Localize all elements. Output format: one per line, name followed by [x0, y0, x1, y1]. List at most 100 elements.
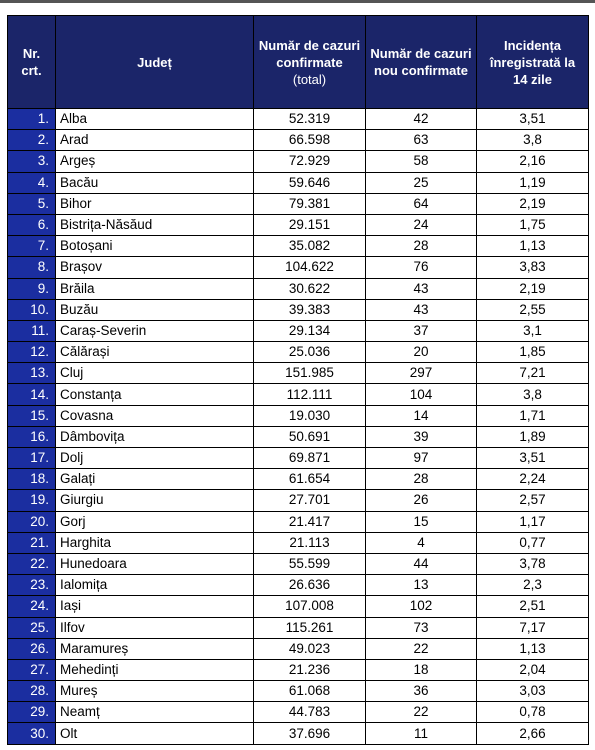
county: Hunedoara [55, 552, 254, 576]
header-row: Nr. crt. Județ Număr de cazuri confirmat… [7, 15, 589, 109]
new-cases: 73 [365, 616, 477, 639]
new-cases: 37 [365, 319, 477, 343]
row-number: 27. [7, 658, 56, 682]
total-cases: 26.636 [253, 574, 366, 597]
incidence: 3,03 [476, 680, 589, 703]
county: Caraș-Severin [55, 319, 254, 343]
incidence: 7,17 [476, 616, 589, 639]
table-body: 1. Alba 52.319 42 3,51 2. Arad 66.598 63 3,8 3. Arg… [7, 107, 589, 745]
new-cases: 28 [365, 468, 477, 491]
total-cases: 39.383 [253, 298, 366, 321]
new-cases: 26 [365, 489, 477, 512]
county: Giurgiu [55, 489, 254, 512]
county: Bihor [55, 192, 254, 215]
incidence: 2,19 [476, 192, 589, 215]
header-cell: Incidența înregistrată la 14 zile [476, 15, 589, 109]
table-row: 17. Dolj 69.871 97 3,51 [7, 446, 589, 470]
incidence: 1,19 [476, 171, 589, 194]
header-text: Incidența înregistrată la 14 zile [489, 37, 576, 87]
incidence: 1,17 [476, 510, 589, 533]
incidence: 1,13 [476, 637, 589, 660]
county: Mureș [55, 680, 254, 703]
new-cases: 28 [365, 235, 477, 258]
incidence: 2,66 [476, 722, 589, 745]
row-number: 8. [7, 256, 56, 279]
row-number: 1. [7, 107, 56, 131]
incidence: 1,85 [476, 341, 589, 364]
total-cases: 21.236 [253, 658, 366, 682]
county: Dâmbovița [55, 425, 254, 449]
table-row: 8. Brașov 104.622 76 3,83 [7, 256, 589, 279]
header-cell: Județ [55, 15, 254, 109]
new-cases: 4 [365, 531, 477, 554]
incidence: 2,55 [476, 298, 589, 321]
total-cases: 104.622 [253, 256, 366, 279]
row-number: 7. [7, 235, 56, 258]
new-cases: 39 [365, 425, 477, 449]
new-cases: 22 [365, 637, 477, 660]
table-row: 5. Bihor 79.381 64 2,19 [7, 192, 589, 215]
incidence: 0,77 [476, 531, 589, 554]
total-cases: 112.111 [253, 383, 366, 406]
total-cases: 115.261 [253, 616, 366, 639]
row-number: 6. [7, 213, 56, 237]
total-cases: 25.036 [253, 341, 366, 364]
incidence: 2,24 [476, 468, 589, 491]
total-cases: 21.417 [253, 510, 366, 533]
total-cases: 151.985 [253, 362, 366, 385]
table-row: 2. Arad 66.598 63 3,8 [7, 129, 589, 152]
new-cases: 24 [365, 213, 477, 237]
row-number: 19. [7, 489, 56, 512]
table-row: 25. Ilfov 115.261 73 7,17 [7, 616, 589, 639]
table-row: 27. Mehedinți 21.236 18 2,04 [7, 658, 589, 682]
county: Cluj [55, 362, 254, 385]
incidence: 3,51 [476, 107, 589, 131]
row-number: 23. [7, 574, 56, 597]
incidence: 2,04 [476, 658, 589, 682]
county: Bistrița-Năsăud [55, 213, 254, 237]
row-number: 25. [7, 616, 56, 639]
row-number: 9. [7, 277, 56, 300]
county: Covasna [55, 404, 254, 427]
header-note: (total) [292, 71, 327, 87]
total-cases: 35.082 [253, 235, 366, 258]
total-cases: 29.134 [253, 319, 366, 343]
table-row: 24. Iași 107.008 102 2,51 [7, 595, 589, 618]
county: Iași [55, 595, 254, 618]
row-number: 17. [7, 446, 56, 470]
new-cases: 13 [365, 574, 477, 597]
county: Galați [55, 468, 254, 491]
incidence: 3,51 [476, 446, 589, 470]
county: Argeș [55, 150, 254, 173]
incidence: 3,8 [476, 383, 589, 406]
county: Brăila [55, 277, 254, 300]
total-cases: 50.691 [253, 425, 366, 449]
header-text: Număr de cazuri confirmate [258, 37, 361, 70]
table-row: 23. Ialomița 26.636 13 2,3 [7, 574, 589, 597]
county: Bacău [55, 171, 254, 194]
new-cases: 36 [365, 680, 477, 703]
table-row: 19. Giurgiu 27.701 26 2,57 [7, 489, 589, 512]
total-cases: 29.151 [253, 213, 366, 237]
row-number: 29. [7, 701, 56, 724]
new-cases: 42 [365, 107, 477, 131]
new-cases: 97 [365, 446, 477, 470]
total-cases: 66.598 [253, 129, 366, 152]
table-row: 22. Hunedoara 55.599 44 3,78 [7, 552, 589, 576]
new-cases: 64 [365, 192, 477, 215]
table-row: 16. Dâmbovița 50.691 39 1,89 [7, 425, 589, 449]
county: Mehedinți [55, 658, 254, 682]
county: Alba [55, 107, 254, 131]
incidence: 7,21 [476, 362, 589, 385]
new-cases: 14 [365, 404, 477, 427]
total-cases: 21.113 [253, 531, 366, 554]
total-cases: 61.068 [253, 680, 366, 703]
table-row: 28. Mureș 61.068 36 3,03 [7, 680, 589, 703]
new-cases: 43 [365, 277, 477, 300]
total-cases: 30.622 [253, 277, 366, 300]
row-number: 21. [7, 531, 56, 554]
incidence: 3,1 [476, 319, 589, 343]
table-row: 3. Argeș 72.929 58 2,16 [7, 150, 589, 173]
total-cases: 44.783 [253, 701, 366, 724]
